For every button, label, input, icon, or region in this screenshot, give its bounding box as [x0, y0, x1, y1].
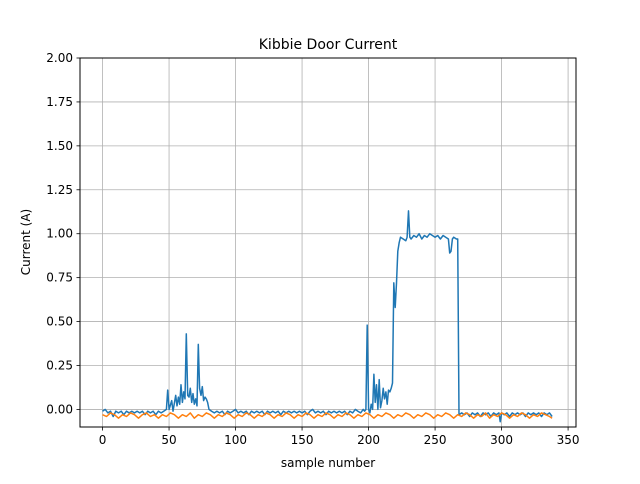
x-tick-label: 350	[557, 433, 580, 447]
x-tick-label: 200	[357, 433, 380, 447]
y-tick-label: 0.25	[46, 359, 73, 373]
x-tick-label: 150	[291, 433, 314, 447]
y-tick-label: 1.50	[46, 139, 73, 153]
series-line-2	[102, 412, 553, 419]
y-tick-label: 0.00	[46, 402, 73, 416]
chart-title: Kibbie Door Current	[259, 37, 398, 53]
y-tick-label: 0.50	[46, 315, 73, 329]
y-tick-label: 1.00	[46, 227, 73, 241]
x-tick-label: 100	[224, 433, 247, 447]
x-tick-label: 300	[490, 433, 513, 447]
plot-frame	[79, 57, 577, 428]
x-axis-label: sample number	[281, 456, 375, 470]
x-tick-label: 0	[99, 433, 107, 447]
x-tick-label: 250	[424, 433, 447, 447]
y-tick-label: 1.75	[46, 95, 73, 109]
y-tick-label: 0.75	[46, 271, 73, 285]
x-tick-label: 50	[161, 433, 176, 447]
y-tick-label: 2.00	[46, 51, 73, 65]
y-axis-ticks: 0.00 0.25 0.50 0.75 1.00 1.25 1.50 1.75 2.00	[46, 51, 80, 416]
x-axis-ticks: 0 50 100 150 200 250 300 350	[99, 427, 580, 447]
series-layer	[102, 210, 553, 423]
y-axis-label: Current (A)	[19, 209, 33, 275]
y-tick-label: 1.25	[46, 183, 73, 197]
